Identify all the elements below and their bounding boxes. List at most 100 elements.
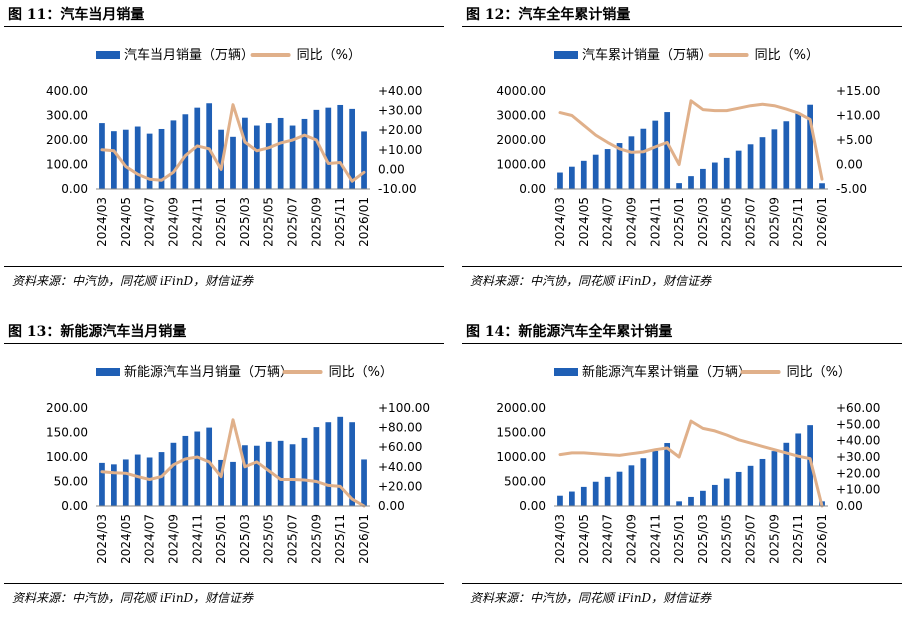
source-rule	[462, 266, 902, 267]
bar	[277, 117, 284, 189]
legend: 新能源汽车累计销量（万辆） 同比（%）	[554, 364, 851, 380]
y-left-tick-label: 2000.00	[496, 401, 546, 415]
bar	[676, 501, 682, 506]
x-tick-label: 2024/11	[648, 514, 662, 564]
legend-bar-label: 汽车累计销量（万辆）	[582, 47, 712, 63]
x-tick-label: 2024/09	[624, 514, 638, 564]
x-tick-label: 2024/11	[648, 197, 662, 247]
bar	[688, 176, 694, 189]
bar	[616, 471, 623, 506]
bar	[325, 107, 332, 189]
bar	[557, 172, 563, 189]
y-right-tick-label: +50.00	[836, 417, 880, 431]
bar	[289, 125, 296, 189]
y-left-tick-label: 0.00	[519, 499, 546, 513]
bar	[640, 128, 647, 189]
bar	[361, 459, 367, 506]
y-right-tick-label: +10.00	[378, 143, 422, 157]
x-tick-label: 2025/07	[744, 514, 758, 564]
bar	[242, 445, 248, 506]
bar	[206, 427, 213, 506]
bar	[253, 125, 260, 189]
bar	[723, 157, 730, 189]
chart-auto-cumulative: 汽车累计销量（万辆） 同比（%） 0.00 1000.00 2000.00 3000.00…	[496, 47, 880, 247]
bar	[711, 162, 718, 189]
x-tick-label: 2025/07	[286, 514, 300, 564]
bar	[301, 118, 308, 189]
y-right-tick-label: +100.00	[378, 401, 430, 415]
panel-title: 图 13：新能源汽车当月销量	[8, 324, 187, 340]
x-tick-label: 2024/03	[553, 197, 567, 247]
y-left-tick-label: 100.00	[46, 158, 88, 172]
title-rule	[462, 343, 902, 344]
y-right-tick-label: +30.00	[378, 104, 422, 118]
bar	[711, 484, 718, 506]
x-tick-label: 2026/01	[815, 197, 829, 247]
title-rule	[4, 26, 444, 27]
bar	[122, 459, 129, 506]
y-right-tick-label: +20.00	[836, 466, 880, 480]
legend-line-label: 同比（%）	[755, 48, 819, 63]
y-right-tick-label: +40.00	[836, 434, 880, 448]
y-left-tick-label: 300.00	[46, 109, 88, 123]
x-tick-label: 2024/07	[143, 514, 157, 564]
y-right-tick-label: +40.00	[378, 460, 422, 474]
yoy-line	[100, 103, 366, 183]
x-tick-label: 2025/07	[744, 197, 758, 247]
bar	[807, 425, 813, 506]
bar	[170, 120, 177, 189]
y-right-tick-label: +20.00	[378, 479, 422, 493]
bar	[361, 131, 367, 189]
y-right-tick-label: +5.00	[836, 133, 873, 147]
x-tick-label: 2025/09	[309, 197, 323, 247]
x-tick-label: 2026/01	[815, 514, 829, 564]
x-tick-label: 2024/07	[143, 197, 157, 247]
bar	[253, 445, 260, 506]
bar	[349, 422, 355, 506]
panel-title: 图 12：汽车全年累计销量	[466, 7, 631, 23]
bar	[230, 461, 236, 506]
bar	[182, 114, 189, 189]
bar	[158, 452, 165, 506]
x-tick-label: 2025/01	[214, 514, 228, 564]
x-tick-label: 2024/09	[166, 197, 180, 247]
panel-title: 图 11：汽车当月销量	[8, 7, 145, 23]
yoy-line	[100, 418, 366, 508]
legend-bar-swatch	[96, 51, 120, 59]
bar	[313, 427, 320, 506]
x-tick-label: 2024/03	[95, 514, 109, 564]
x-tick-label: 2025/05	[720, 197, 734, 247]
bar	[194, 107, 201, 189]
bar	[723, 478, 730, 506]
legend-line-label: 同比（%）	[787, 365, 851, 380]
bar	[134, 126, 141, 189]
bar	[277, 440, 284, 506]
bar	[747, 144, 754, 189]
source-note: 资料来源：中汽协，同花顺 iFinD，财信证券	[12, 591, 254, 605]
x-tick-label: 2024/03	[553, 514, 567, 564]
bar	[146, 457, 153, 506]
source-rule	[4, 583, 444, 584]
source-rule	[462, 583, 902, 584]
bar	[265, 123, 272, 189]
panel-auto-cumulative: 图 12：汽车全年累计销量 汽车累计销量（万辆） 同比（%） 0.00 1000.00…	[462, 4, 902, 304]
yoy-line	[558, 419, 824, 508]
bar	[99, 462, 105, 506]
x-tick-label: 2025/03	[696, 514, 710, 564]
bar	[628, 136, 635, 189]
x-tick-label: 2026/01	[357, 197, 371, 247]
bar	[325, 422, 332, 506]
bar	[569, 491, 575, 506]
y-right-tick-label: +60.00	[836, 401, 880, 415]
panel-nev-cumulative: 图 14：新能源汽车全年累计销量 新能源汽车累计销量（万辆） 同比（%） 0.00 5…	[462, 321, 902, 621]
x-tick-label: 2025/03	[696, 197, 710, 247]
x-tick-label: 2024/05	[119, 514, 133, 564]
bar	[819, 183, 825, 189]
bar	[218, 459, 224, 506]
bar	[795, 112, 802, 189]
y-right-tick-label: 0.00	[836, 158, 863, 172]
bar	[688, 496, 694, 506]
x-tick-label: 2024/05	[577, 197, 591, 247]
source-note: 资料来源：中汽协，同花顺 iFinD，财信证券	[12, 274, 254, 288]
bar	[146, 133, 153, 189]
